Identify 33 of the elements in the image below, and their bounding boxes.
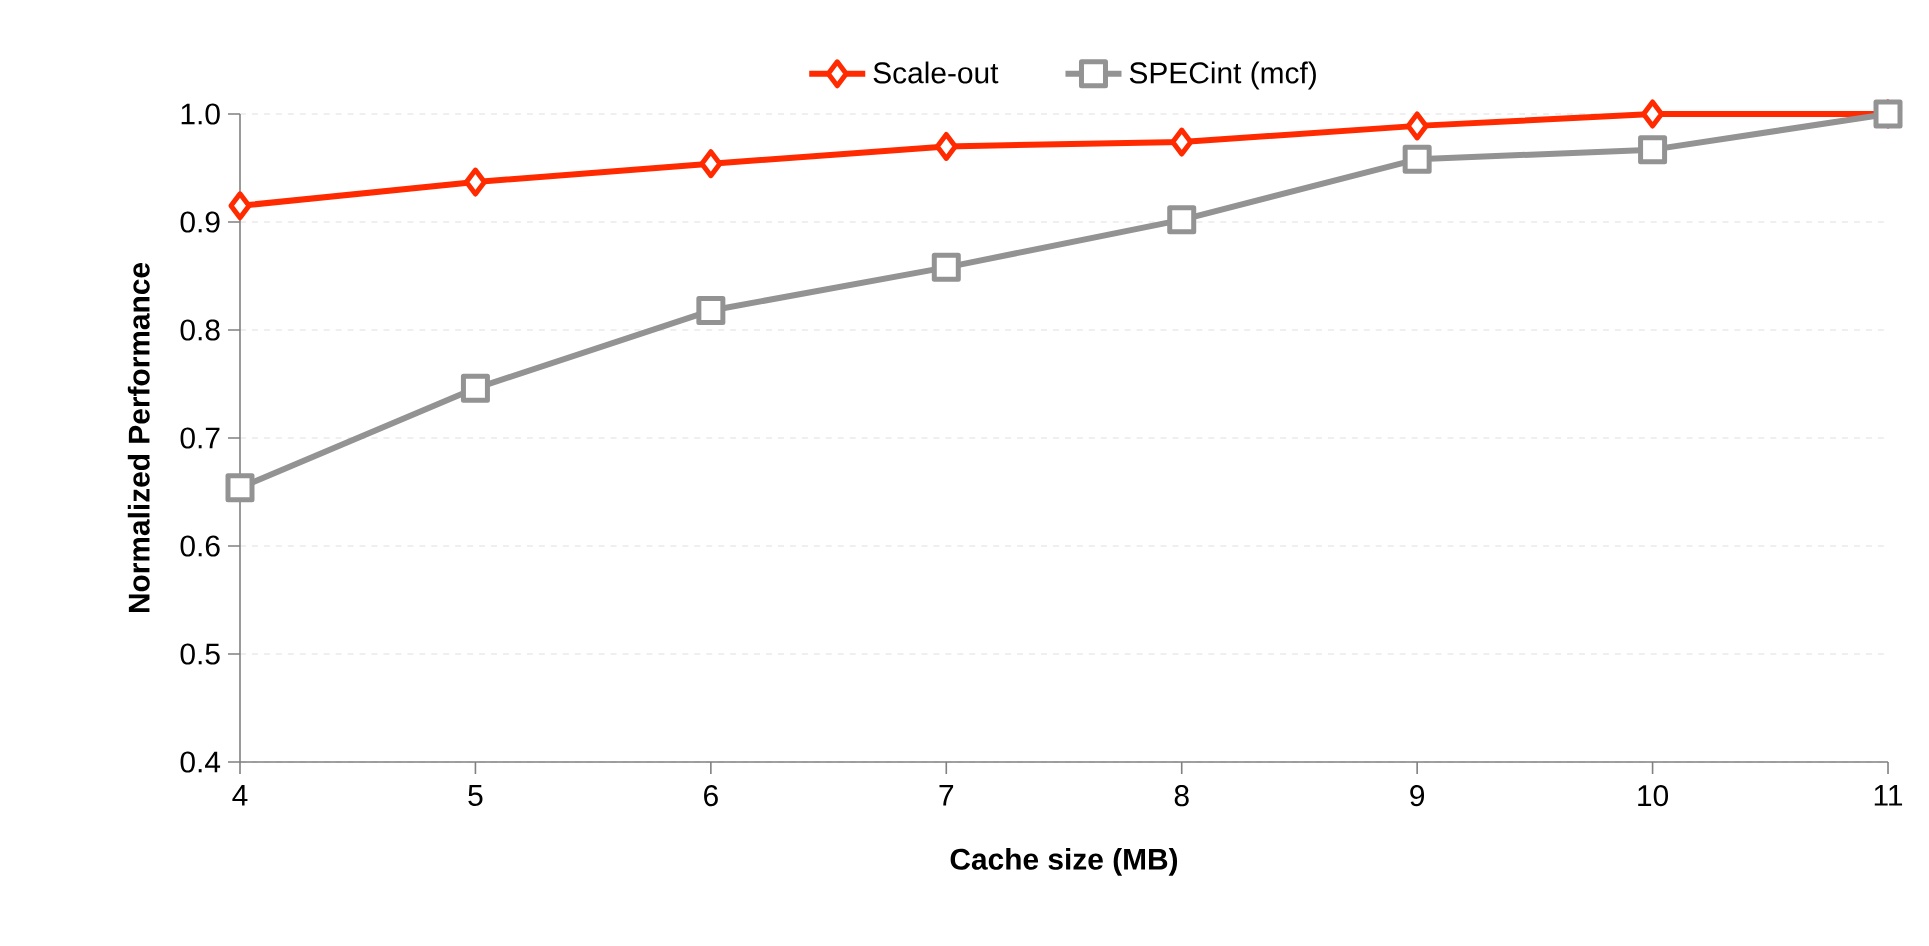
x-tick-label: 9	[1410, 785, 1425, 807]
y-tick-label: 0.4	[180, 751, 221, 773]
point	[696, 296, 726, 326]
x-tick-label: 11	[1874, 785, 1903, 806]
legend-label: SPECint (mcf)	[1129, 61, 1316, 90]
y-axis-title: Normalized Performance	[127, 263, 150, 613]
legend-label: Scale-out	[873, 61, 999, 84]
y-tick-label: 0.6	[180, 535, 220, 557]
point	[1170, 127, 1194, 157]
point	[1402, 144, 1432, 174]
point	[225, 473, 255, 503]
point	[228, 191, 252, 221]
x-tick-label: 6	[704, 785, 718, 807]
point	[1638, 135, 1668, 165]
y-tick-label: 0.5	[180, 643, 220, 665]
x-tick-label: 7	[939, 785, 954, 806]
point	[699, 149, 723, 179]
point	[1641, 99, 1665, 129]
y-tick-label: 0.8	[180, 319, 220, 341]
point	[1167, 205, 1197, 235]
y-tick-label: 1.0	[181, 103, 220, 125]
x-tick-label: 10	[1638, 785, 1669, 807]
x-tick-label: 4	[232, 785, 248, 806]
x-tick-label: 5	[468, 785, 483, 806]
point	[931, 252, 961, 282]
x-tick-label: 8	[1174, 785, 1189, 807]
y-tick-label: 0.7	[180, 427, 220, 449]
point	[1405, 111, 1429, 141]
x-axis-title: Cache size (MB)	[950, 847, 1178, 876]
point	[460, 373, 490, 403]
point	[934, 131, 958, 161]
y-tick-label: 0.9	[180, 211, 220, 233]
point	[463, 167, 487, 197]
